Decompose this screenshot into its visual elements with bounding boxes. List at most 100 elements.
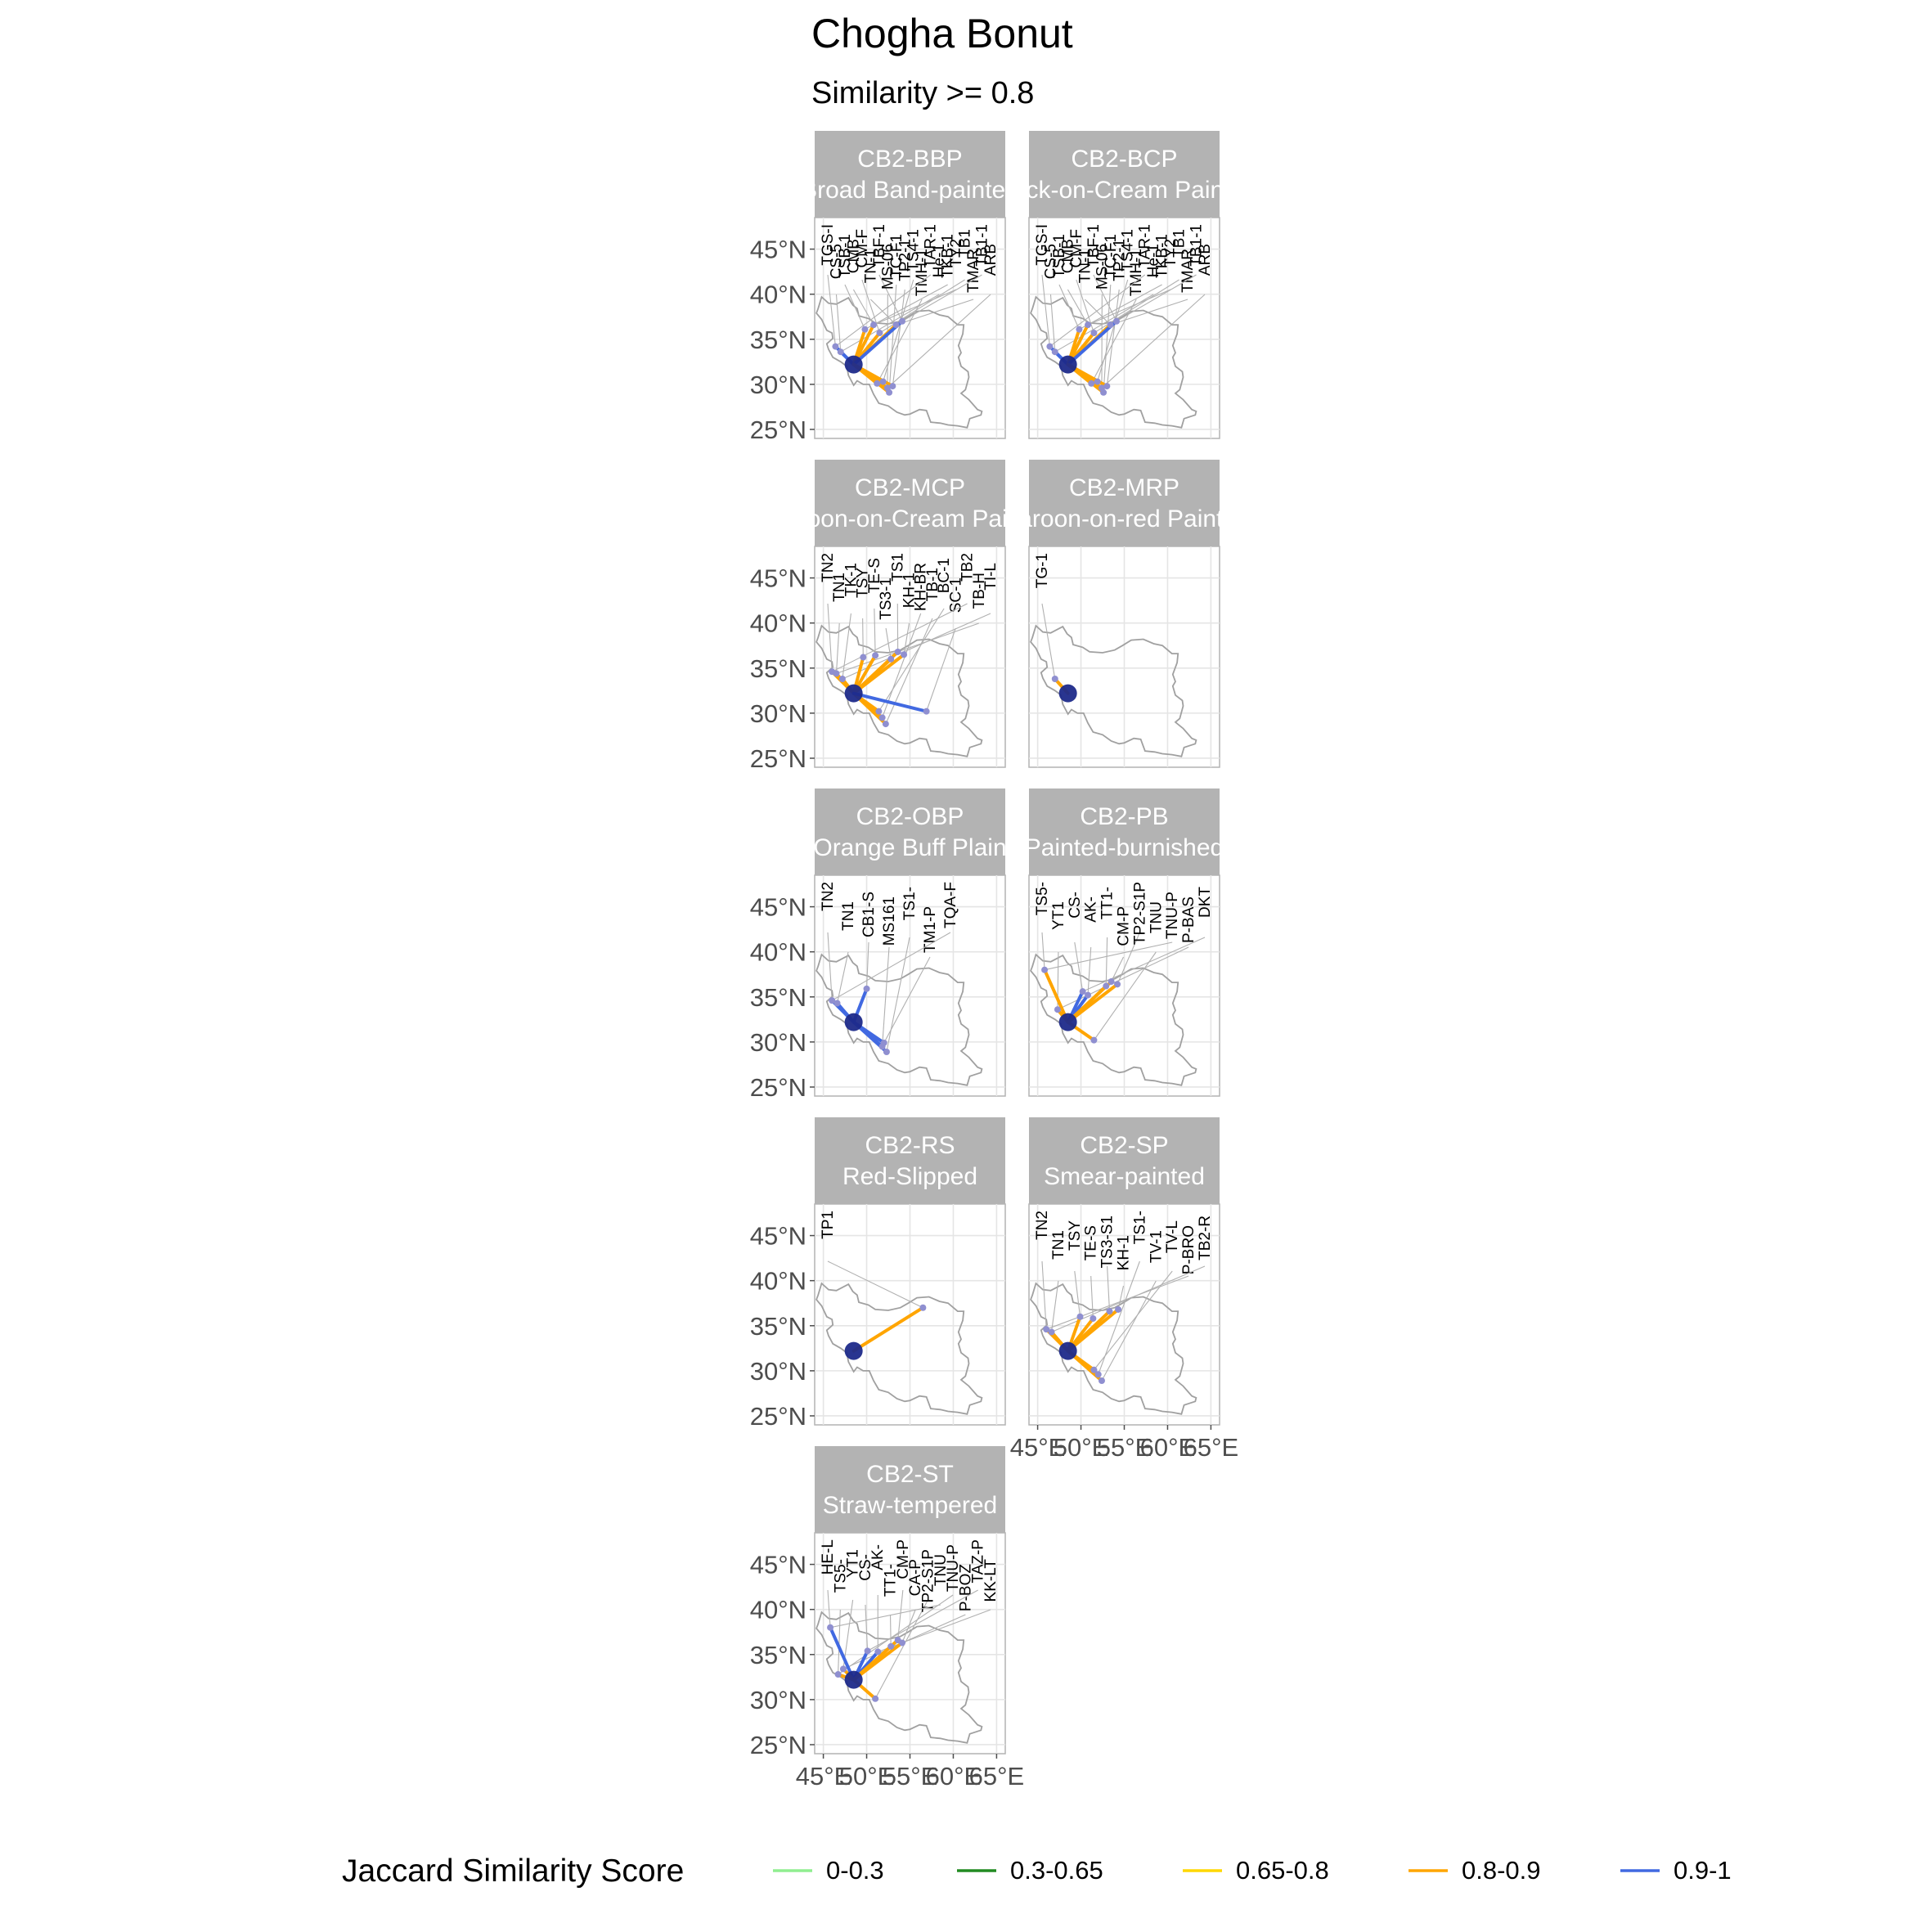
facet-name: Painted-burnished [1025, 834, 1224, 861]
leader-line [844, 284, 865, 330]
site-label: He-1 [931, 244, 948, 277]
legend-label: 0.65-0.8 [1236, 1856, 1329, 1885]
leader-line [892, 289, 905, 387]
panel-cb2-mcp: CB2-MCP Maroon-on-Cream Painted TN2TN1TK-1… [750, 460, 1006, 773]
site-label: TG-1 [1034, 553, 1051, 588]
site-point [1090, 330, 1098, 337]
site-label: MS161 [881, 896, 898, 946]
y-tick-label: 45°N [750, 564, 806, 593]
leader-line [865, 284, 948, 330]
y-tick-label: 35°N [750, 983, 806, 1012]
leader-line [827, 1589, 831, 1628]
site-point [864, 1647, 871, 1655]
facet-code: CB2-MRP [1069, 474, 1179, 501]
leader-line [887, 294, 991, 389]
site-label: CMB [845, 239, 862, 273]
leader-line [1117, 932, 1140, 985]
site-label: TSY [855, 568, 872, 598]
leader-line [831, 932, 951, 1001]
site-label: HE-L [820, 1539, 837, 1575]
site-point [886, 389, 893, 396]
iran-outline [1030, 953, 1197, 1086]
similarity-link [851, 691, 928, 713]
site-label: TAR-1 [923, 224, 940, 267]
site-label: TT1- [883, 1564, 900, 1597]
site-label: TGS-I [1034, 224, 1051, 266]
site-label: TP1 [820, 1211, 837, 1239]
site-label: CM-P [1116, 906, 1133, 946]
leader-line [1106, 289, 1120, 387]
y-tick-label: 25°N [750, 416, 806, 444]
site-point [876, 330, 883, 337]
site-label: TS1 [889, 553, 906, 582]
site-label: CS- [857, 1554, 874, 1581]
leader-line [1101, 1280, 1157, 1382]
legend-label: 0.8-0.9 [1462, 1856, 1541, 1885]
leader-line [1094, 1270, 1173, 1371]
leader-line [867, 1589, 978, 1651]
site-label: TY2 [948, 239, 965, 267]
facet-strip [1029, 460, 1220, 546]
site-label: ARB [1197, 244, 1214, 276]
site-label: TB1 [957, 229, 974, 258]
site-label: TNU [1148, 901, 1165, 933]
legend: Jaccard Similarity Score 0-0.3 0.3-0.65 0.… [342, 1853, 1732, 1889]
leader-line [1067, 289, 1089, 326]
leader-line [1093, 951, 1157, 1040]
site-point [1085, 991, 1092, 999]
site-point [1048, 1328, 1055, 1336]
site-label: TN2 [1034, 1211, 1051, 1240]
leader-line [865, 941, 869, 989]
leader-line [838, 1594, 954, 1675]
site-label: TB1-1 [1188, 224, 1206, 267]
leader-line [878, 1609, 991, 1652]
leader-line [1116, 274, 1197, 322]
leader-line [869, 299, 896, 326]
y-tick-label: 35°N [750, 1641, 806, 1669]
y-tick-label: 25°N [750, 1073, 806, 1102]
leader-line [882, 613, 922, 718]
leader-line [883, 279, 914, 382]
leader-line [1087, 946, 1092, 995]
y-tick-label: 45°N [750, 1551, 806, 1579]
site-label: TN-1 [862, 249, 879, 283]
y-tick-label: 30°N [750, 371, 806, 399]
leader-line [1050, 1280, 1059, 1332]
site-point [832, 343, 839, 350]
leader-line [897, 1589, 904, 1641]
site-label: TNU-P [945, 1544, 962, 1592]
site-label: TC-F1 [888, 234, 905, 278]
site-label: KH-1 [1116, 1235, 1133, 1270]
panel-cb2-mrp: CB2-MRP Maroon-on-red Painted TG-1 [1028, 460, 1220, 768]
facet-code: CB2-BBP [857, 146, 962, 173]
leader-line [896, 299, 974, 326]
site-point [1076, 1313, 1084, 1320]
leader-line [1084, 299, 1111, 326]
site-point [827, 1624, 834, 1631]
site-label: TAZ-P [970, 1539, 987, 1583]
site-point [829, 997, 836, 1004]
site-label: TI-L [982, 563, 1000, 591]
site-point [878, 714, 886, 721]
site-label: CS- [1067, 892, 1084, 919]
site-label: TSB-1 [837, 234, 854, 278]
leader-line [878, 608, 945, 712]
site-label: TB2-R [1197, 1215, 1214, 1260]
site-label: TC-F1 [1103, 234, 1120, 278]
site-point [838, 676, 846, 682]
facet-name: Broad Band-painted [801, 177, 1019, 204]
site-label: CM-F [1068, 229, 1085, 267]
x-tick-label: 60°E [926, 1762, 982, 1790]
facet-name: Red-Slipped [842, 1163, 977, 1190]
site-label: CM-F [854, 229, 871, 267]
leader-line [1074, 1270, 1081, 1317]
site-label: TY2 [1162, 239, 1179, 267]
site-label: MS-06 [879, 244, 896, 290]
x-tick-label: 65°E [1184, 1433, 1239, 1462]
focal-site-point [1058, 1013, 1077, 1031]
site-point [1103, 383, 1111, 390]
focal-site-point [844, 1013, 863, 1031]
site-point [1098, 1377, 1105, 1384]
similarity-link [1066, 1307, 1121, 1353]
